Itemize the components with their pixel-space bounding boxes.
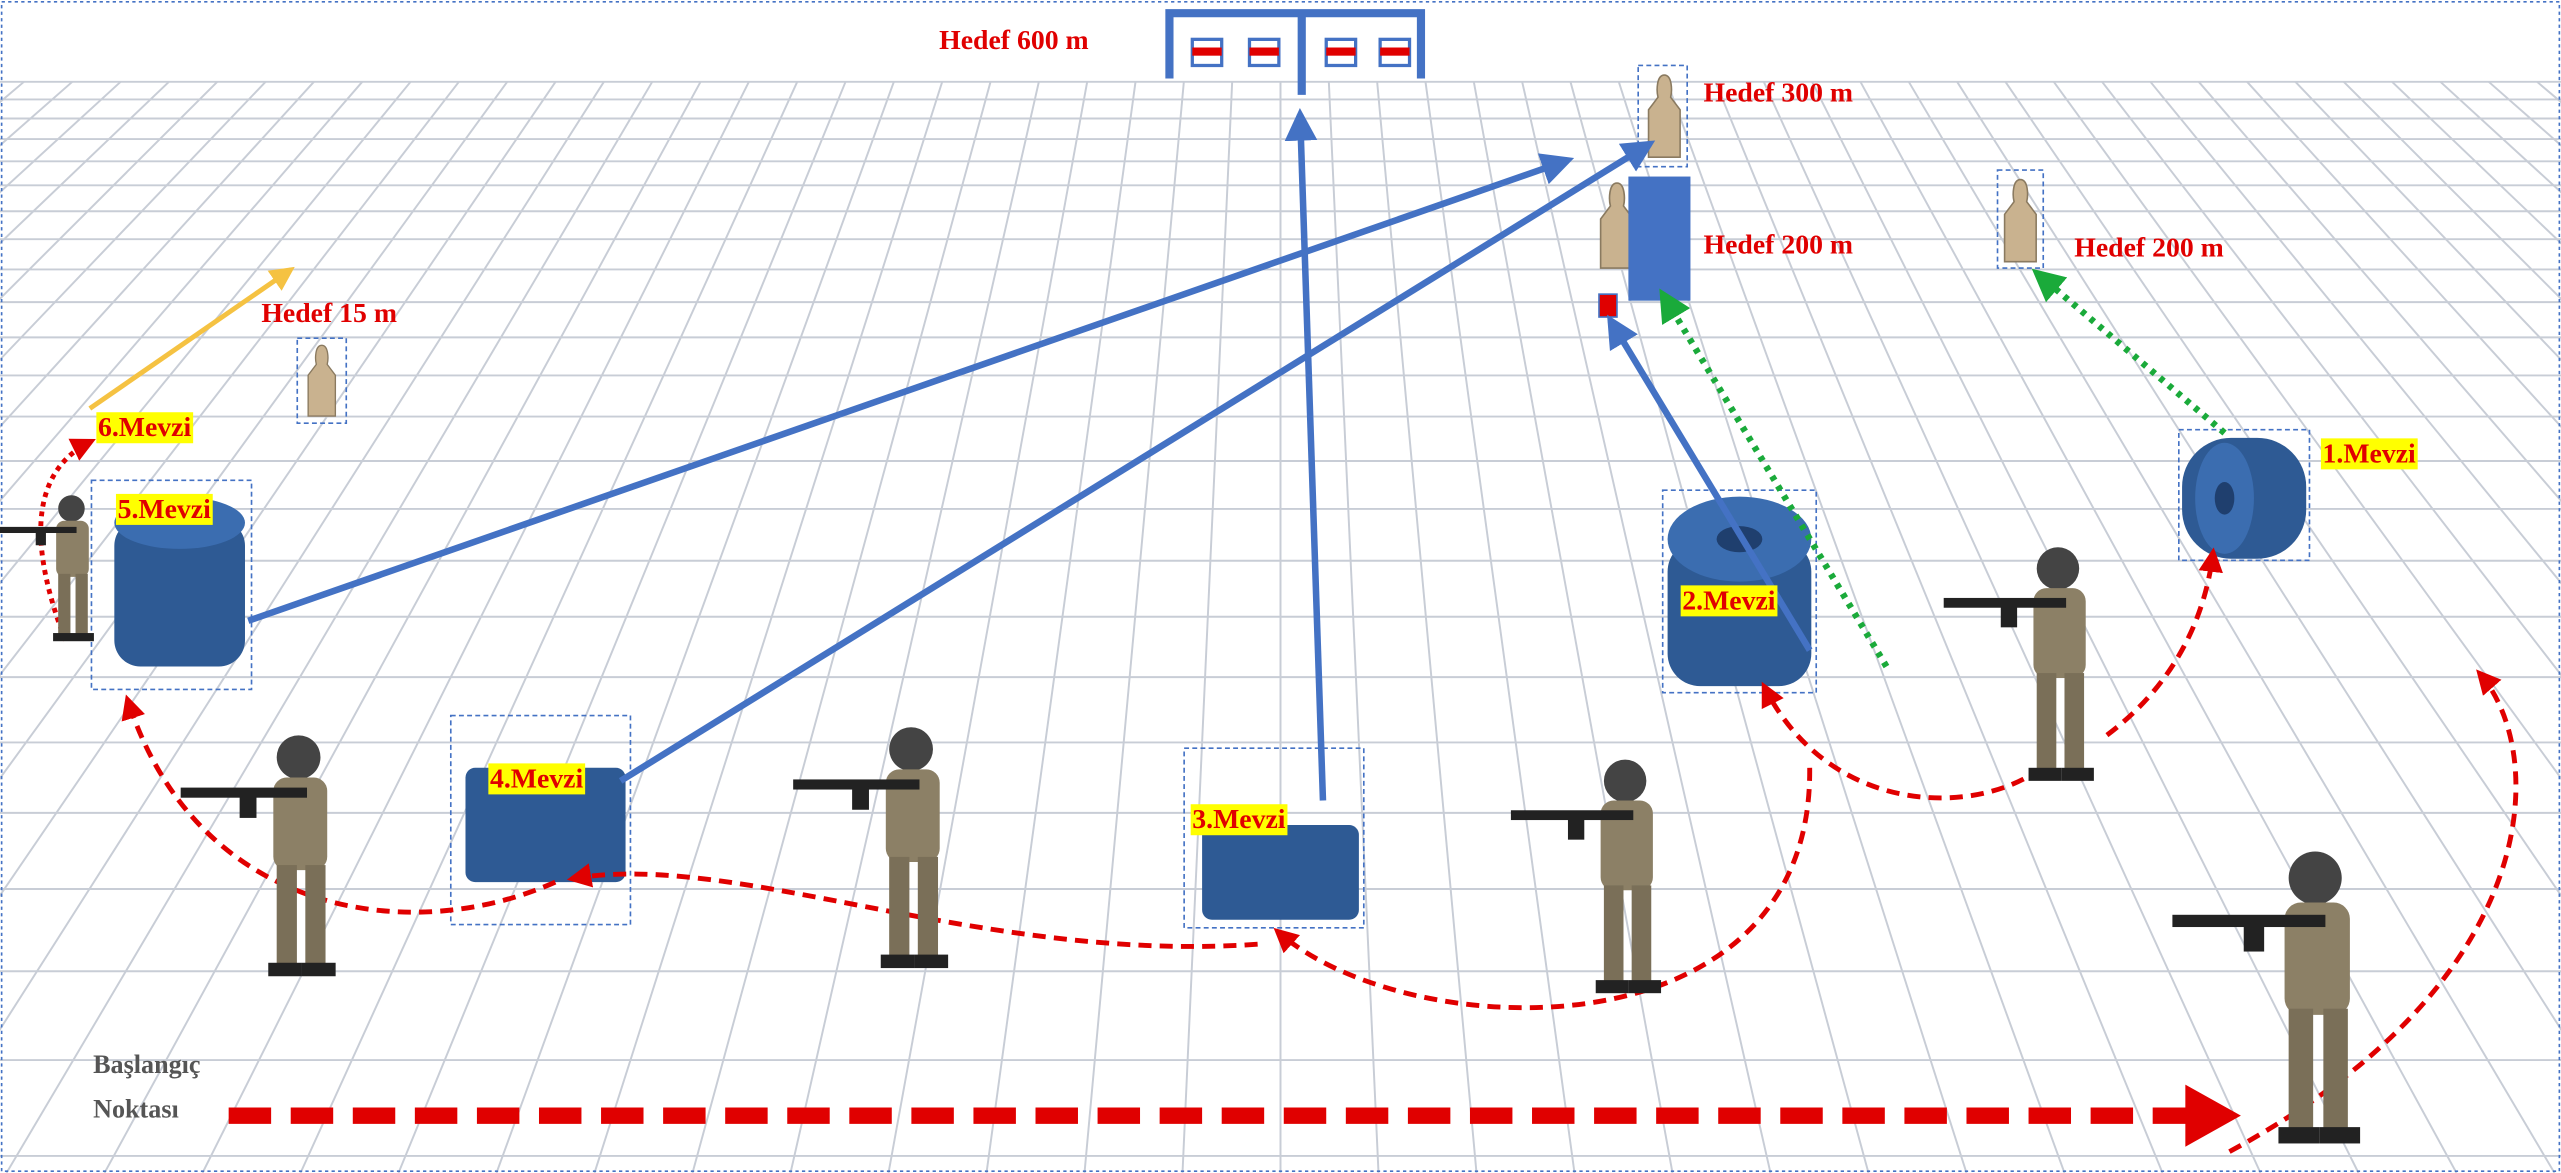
target-200-mid (1601, 183, 1634, 268)
grid-line (1085, 82, 1184, 1173)
page: Hedef 600 m Hedef 300 m Hedef 200 m Hede… (0, 0, 2561, 1173)
target-label: Hedef 200 m (2074, 233, 2224, 264)
position-label: 4.Mevzi (490, 763, 584, 794)
grid-line (399, 82, 846, 1173)
fire-lines (248, 114, 1809, 800)
grid-line (301, 82, 798, 1173)
grid-line (595, 82, 943, 1173)
start-label: Noktası (93, 1094, 179, 1123)
range-diagram: Hedef 600 m Hedef 300 m Hedef 200 m Hede… (0, 0, 2561, 1173)
grid-line (889, 82, 1088, 1173)
grid-line (1329, 82, 1379, 1173)
grid-line (1183, 82, 1233, 1173)
target-200-right (2005, 180, 2037, 262)
target-label: Hedef 15 m (261, 298, 397, 329)
move-paths (41, 441, 2516, 1151)
target-label: Hedef 300 m (1704, 77, 1854, 108)
box-3 (1202, 825, 1359, 920)
soldiers (0, 495, 2360, 1143)
grid-line (203, 82, 749, 1173)
start-arrowhead (2185, 1085, 2241, 1147)
target-label: Hedef 200 m (1704, 229, 1854, 260)
position-label: 6.Mevzi (98, 412, 192, 443)
grid-line (987, 82, 1136, 1173)
barrel-1 (2182, 438, 2306, 559)
small-target (1599, 294, 1617, 317)
position-label: 3.Mevzi (1192, 804, 1286, 835)
target-15 (308, 345, 335, 416)
target-label: Hedef 600 m (939, 25, 1089, 56)
position-label: 2.Mevzi (1682, 585, 1776, 616)
grid-line (1377, 82, 1476, 1173)
position-label: 5.Mevzi (118, 494, 212, 525)
cover-wall (1628, 177, 1690, 301)
start-label: Başlangıç (93, 1050, 200, 1079)
grid-line (791, 82, 1039, 1173)
position-label: 1.Mevzi (2323, 438, 2417, 469)
grid-line (0, 82, 604, 1173)
grid-line (693, 82, 991, 1173)
target-300 (1649, 75, 1681, 157)
